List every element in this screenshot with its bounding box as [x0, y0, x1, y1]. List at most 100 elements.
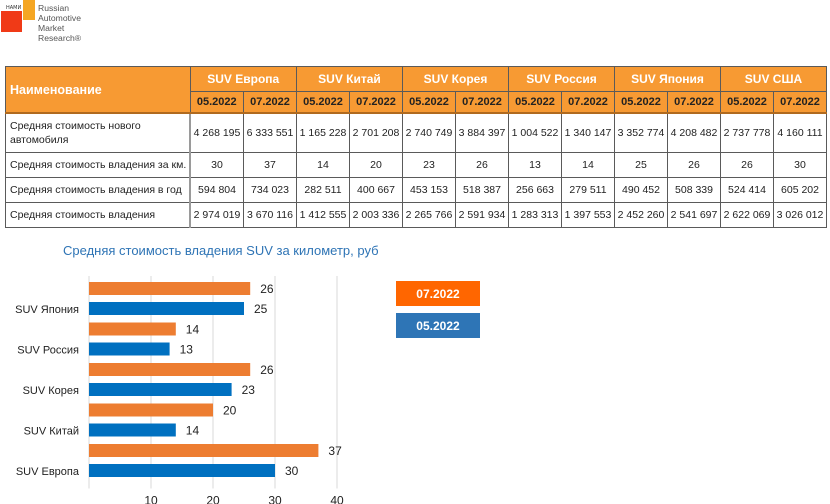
bar-05-2022: [89, 302, 244, 315]
table-cell: 2 622 069: [720, 202, 774, 228]
table-cell: 2 737 778: [720, 112, 774, 153]
group-header: SUV Европа: [189, 66, 297, 92]
table-cell: 2 265 766: [402, 202, 456, 228]
bar-value-label: 26: [260, 282, 274, 296]
period-header-row: 05.2022 07.2022 05.2022 07.2022 05.2022 07.20…: [6, 91, 827, 114]
period-header: 07.2022: [667, 91, 721, 114]
bar-value-label: 37: [328, 444, 342, 458]
table-cell: 13: [508, 152, 562, 178]
table-cell: 3 884 397: [455, 112, 509, 153]
period-header: 07.2022: [243, 91, 297, 114]
table-cell: 490 452: [614, 177, 668, 203]
x-tick-label: 20: [206, 494, 220, 504]
logo-orange-square: [23, 0, 35, 20]
bar-05-2022: [89, 383, 232, 396]
bar-value-label: 13: [180, 343, 194, 357]
bar-07-2022: [89, 282, 251, 295]
chart-title: Средняя стоимость владения SUV за киломе…: [63, 243, 379, 258]
bar-value-label: 30: [285, 464, 299, 478]
period-header: 07.2022: [773, 91, 827, 114]
logo-text: Russian Automotive Market Research®: [38, 3, 81, 43]
logo-line: Russian: [38, 3, 70, 13]
table-row: Средняя стоимость нового автомобиля 4 268…: [5, 112, 827, 153]
period-header: 07.2022: [349, 91, 403, 114]
bar-05-2022: [89, 342, 170, 356]
table-row: Средняя стоимость владения в год 594 804 7…: [5, 177, 827, 203]
period-header: 05.2022: [402, 91, 456, 114]
table-cell: 1 004 522: [508, 112, 562, 153]
category-label: SUV Китай: [24, 426, 79, 438]
table-cell: 734 023: [243, 177, 297, 203]
bar-05-2022: [89, 423, 176, 437]
table-cell: 605 202: [773, 177, 827, 203]
table-cell: 2 452 260: [614, 202, 668, 228]
table-cell: 518 387: [455, 177, 509, 203]
cost-table: Наименование SUV Европа SUV Китай SUV Ко…: [5, 66, 827, 228]
bar-chart: 10 20 30 40 26 25 SUV Япония 14 13 SUV Россия 26 23…: [15, 276, 344, 504]
table-cell: 26: [667, 152, 721, 178]
logo-line: Research®: [38, 33, 82, 43]
table-row: Средняя стоимость владения 2 974 019 3 670…: [5, 202, 827, 228]
table-cell: 3 026 012: [773, 202, 827, 228]
legend-07-2022: 07.2022: [396, 281, 480, 306]
table-cell: 30: [773, 152, 827, 178]
table-cell: 2 974 019: [189, 202, 244, 228]
x-tick-label: 30: [268, 494, 282, 504]
bar-value-label: 14: [186, 323, 200, 337]
group-header: SUV Китай: [296, 66, 403, 92]
table-row: Средняя стоимость владения за км. 30 37 14 2…: [5, 152, 827, 178]
logo-line: Market: [38, 23, 65, 33]
table-cell: 4 160 111: [773, 112, 827, 153]
table-cell: 2 591 934: [455, 202, 509, 228]
table-cell: 282 511: [296, 177, 350, 203]
table-cell: 2 701 208: [349, 112, 403, 153]
name-header: Наименование: [5, 66, 191, 114]
period-header: 05.2022: [614, 91, 668, 114]
table-cell: 453 153: [402, 177, 456, 203]
row-label: Средняя стоимость владения за км.: [5, 152, 191, 178]
bar-value-label: 20: [223, 404, 237, 418]
row-label: Средняя стоимость владения: [5, 202, 191, 228]
group-header: SUV США: [720, 66, 827, 92]
period-header: 05.2022: [720, 91, 774, 114]
group-header: SUV Япония: [614, 66, 721, 92]
table-cell: 1 412 555: [296, 202, 350, 228]
bar-value-label: 23: [242, 383, 256, 397]
bar-07-2022: [89, 403, 213, 417]
group-header: SUV Корея: [402, 66, 509, 92]
period-header: 05.2022: [508, 91, 562, 114]
table-cell: 3 352 774: [614, 112, 668, 153]
table-cell: 2 740 749: [402, 112, 456, 153]
table-cell: 6 333 551: [243, 112, 297, 153]
row-label: Средняя стоимость нового автомобиля: [5, 112, 191, 153]
table-cell: 4 208 482: [667, 112, 721, 153]
category-label: SUV Европа: [16, 466, 80, 478]
table-cell: 2 003 336: [349, 202, 403, 228]
table-cell: 594 804: [189, 177, 244, 203]
group-header: SUV Россия: [508, 66, 615, 92]
table-cell: 37: [243, 152, 297, 178]
logo: НАМИ Russian Automotive Market Research®: [0, 0, 90, 56]
table-cell: 1 340 147: [561, 112, 615, 153]
category-label: SUV Корея: [23, 385, 79, 397]
table-cell: 1 165 228: [296, 112, 350, 153]
table-cell: 2 541 697: [667, 202, 721, 228]
x-tick-label: 10: [144, 494, 158, 504]
table-cell: 20: [349, 152, 403, 178]
legend-05-2022: 05.2022: [396, 313, 480, 338]
table-cell: 279 511: [561, 177, 615, 203]
table-cell: 1 397 553: [561, 202, 615, 228]
category-label: SUV Россия: [17, 345, 79, 357]
bar-value-label: 14: [186, 424, 200, 438]
logo-red-square: [1, 11, 22, 32]
table-cell: 524 414: [720, 177, 774, 203]
bar-value-label: 25: [254, 302, 268, 316]
table-cell: 508 339: [667, 177, 721, 203]
table-cell: 30: [189, 152, 244, 178]
group-header-row: Наименование SUV Европа SUV Китай SUV Ко…: [5, 66, 827, 114]
bar-value-label: 26: [260, 363, 274, 377]
period-header: 05.2022: [296, 91, 350, 114]
table-cell: 26: [720, 152, 774, 178]
table-cell: 26: [455, 152, 509, 178]
x-tick-label: 40: [330, 494, 344, 504]
